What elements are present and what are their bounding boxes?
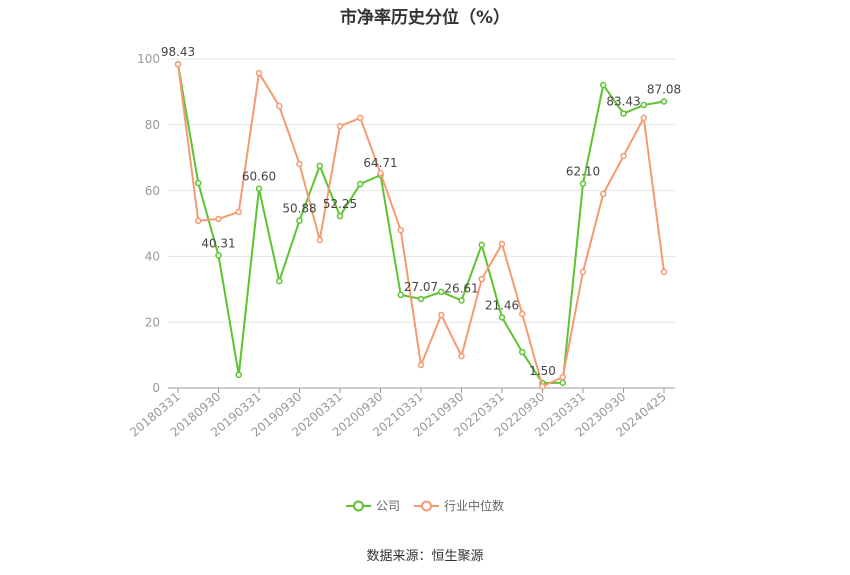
company-series-data-label: 50.88: [282, 202, 316, 216]
company-series: [174, 60, 668, 387]
industry-median-series-point: [195, 217, 202, 225]
industry-median-series-point: [235, 208, 242, 216]
legend: 公司 行业中位数: [0, 497, 850, 514]
industry-median-series-point: [215, 215, 222, 223]
industry-median-series-point: [336, 122, 344, 130]
company-series-point: [579, 180, 587, 187]
company-series-data-label: 64.71: [363, 156, 397, 170]
industry-median-series-point: [316, 236, 323, 244]
company-series-data-label: 83.43: [606, 95, 640, 109]
industry-median-series-point: [174, 61, 182, 68]
company-series-data-label: 87.08: [647, 83, 681, 97]
company-series-line: [177, 63, 665, 385]
industry-median-series: [174, 61, 668, 390]
industry-median-series-line: [177, 64, 665, 388]
industry-median-series-point: [559, 373, 566, 381]
industry-median-series-point: [296, 160, 303, 168]
company-series-data-label: 52.25: [323, 197, 357, 211]
y-tick-label: 20: [145, 315, 160, 329]
industry-median-series-point: [397, 226, 404, 234]
y-tick-label: 100: [137, 52, 160, 66]
y-tick-label: 0: [152, 381, 160, 395]
company-series-data-label: 1.50: [529, 364, 556, 378]
company-series-point: [600, 81, 607, 89]
industry-median-series-point: [660, 268, 668, 276]
data-source-note: 数据来源：恒生聚源: [366, 549, 484, 564]
industry-median-series-point: [377, 169, 384, 177]
y-tick-label: 80: [145, 118, 160, 132]
industry-median-series-point: [255, 69, 263, 77]
company-series-data-labels: 98.43 40.31 60.60 50.88 52.25 64.71 27.07 26.61…: [161, 45, 681, 378]
y-gridlines: 0 20 40 60 80 100: [137, 52, 675, 395]
industry-median-series-point: [276, 102, 283, 110]
company-series-point: [478, 241, 485, 249]
company-series-point: [417, 295, 425, 303]
company-series-data-label: 98.43: [161, 45, 195, 59]
company-series-point: [357, 180, 364, 188]
industry-median-series-point: [417, 361, 425, 369]
industry-median-series-point: [579, 268, 587, 276]
company-series-point: [620, 110, 627, 117]
company-series-data-label: 27.07: [404, 280, 438, 294]
industry-median-series-point: [458, 352, 465, 360]
industry-median-series-point: [620, 152, 627, 160]
company-series-data-label: 62.10: [566, 165, 600, 179]
company-series-point: [215, 252, 222, 259]
legend-item-company[interactable]: 公司: [345, 497, 400, 514]
company-series-point: [336, 212, 344, 220]
company-series-point: [498, 314, 506, 321]
industry-median-series-point: [498, 240, 506, 248]
chart-title: 市净率历史分位（%）: [339, 8, 511, 28]
y-tick-label: 60: [145, 184, 160, 198]
company-series-point: [438, 288, 445, 296]
company-series-point: [296, 217, 303, 224]
company-series-point: [519, 348, 526, 356]
industry-median-series-point: [640, 114, 647, 122]
industry-median-series-point: [519, 310, 526, 318]
industry-median-series-point: [438, 311, 445, 319]
company-series-point: [316, 162, 323, 170]
industry-median-series-point: [539, 383, 546, 390]
company-series-point: [559, 379, 566, 386]
company-series-data-label: 60.60: [242, 170, 276, 184]
legend-industry-marker-icon: [414, 500, 439, 511]
company-series-point: [660, 98, 668, 105]
y-tick-label: 40: [145, 250, 160, 264]
industry-median-series-point: [600, 190, 607, 198]
company-series-point: [640, 101, 647, 109]
company-series-data-label: 40.31: [201, 236, 235, 250]
industry-median-series-point: [357, 114, 364, 122]
company-series-point: [458, 297, 465, 304]
industry-median-series-point: [478, 275, 485, 283]
company-series-point: [195, 179, 202, 187]
company-series-data-label: 21.46: [485, 298, 519, 312]
company-series-point: [397, 291, 404, 299]
legend-label-industry-median: 行业中位数: [444, 499, 505, 513]
x-axis-ticks: 2018033120180930201903312019093020200331…: [127, 388, 669, 440]
legend-label-company: 公司: [375, 499, 400, 513]
legend-company-marker-icon: [345, 500, 371, 511]
company-series-point: [235, 371, 242, 379]
line-chart: 0 20 40 60 80 100 2018033120180930201903312019…: [127, 45, 681, 440]
company-series-data-label: 26.61: [444, 281, 478, 295]
legend-item-industry-median[interactable]: 行业中位数: [414, 497, 504, 514]
company-series-point: [255, 185, 263, 192]
company-series-point: [276, 277, 283, 285]
